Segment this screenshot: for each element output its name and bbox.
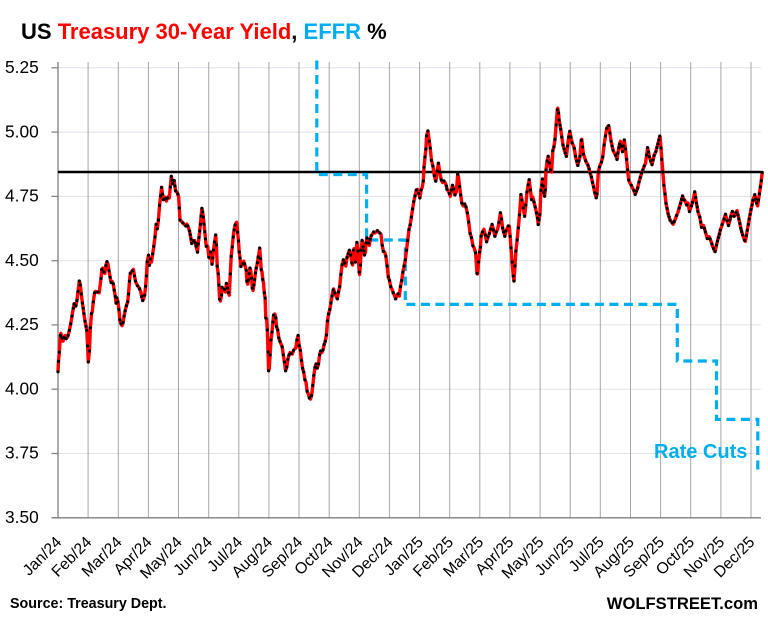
svg-text:4.75: 4.75 [5, 186, 39, 206]
svg-text:4.25: 4.25 [5, 314, 39, 334]
svg-text:4.00: 4.00 [5, 378, 39, 398]
svg-text:3.75: 3.75 [5, 443, 39, 463]
svg-text:Rate Cuts: Rate Cuts [654, 441, 747, 463]
svg-text:5.00: 5.00 [5, 121, 39, 141]
svg-text:5.25: 5.25 [5, 57, 39, 77]
svg-text:3.50: 3.50 [5, 507, 39, 527]
svg-text:4.50: 4.50 [5, 250, 39, 270]
svg-text:Source: Treasury Dept.: Source: Treasury Dept. [10, 596, 167, 612]
svg-text:WOLFSTREET.com: WOLFSTREET.com [607, 594, 758, 613]
svg-text:US Treasury 30-Year Yield, EFF: US Treasury 30-Year Yield, EFFR % [21, 19, 387, 44]
